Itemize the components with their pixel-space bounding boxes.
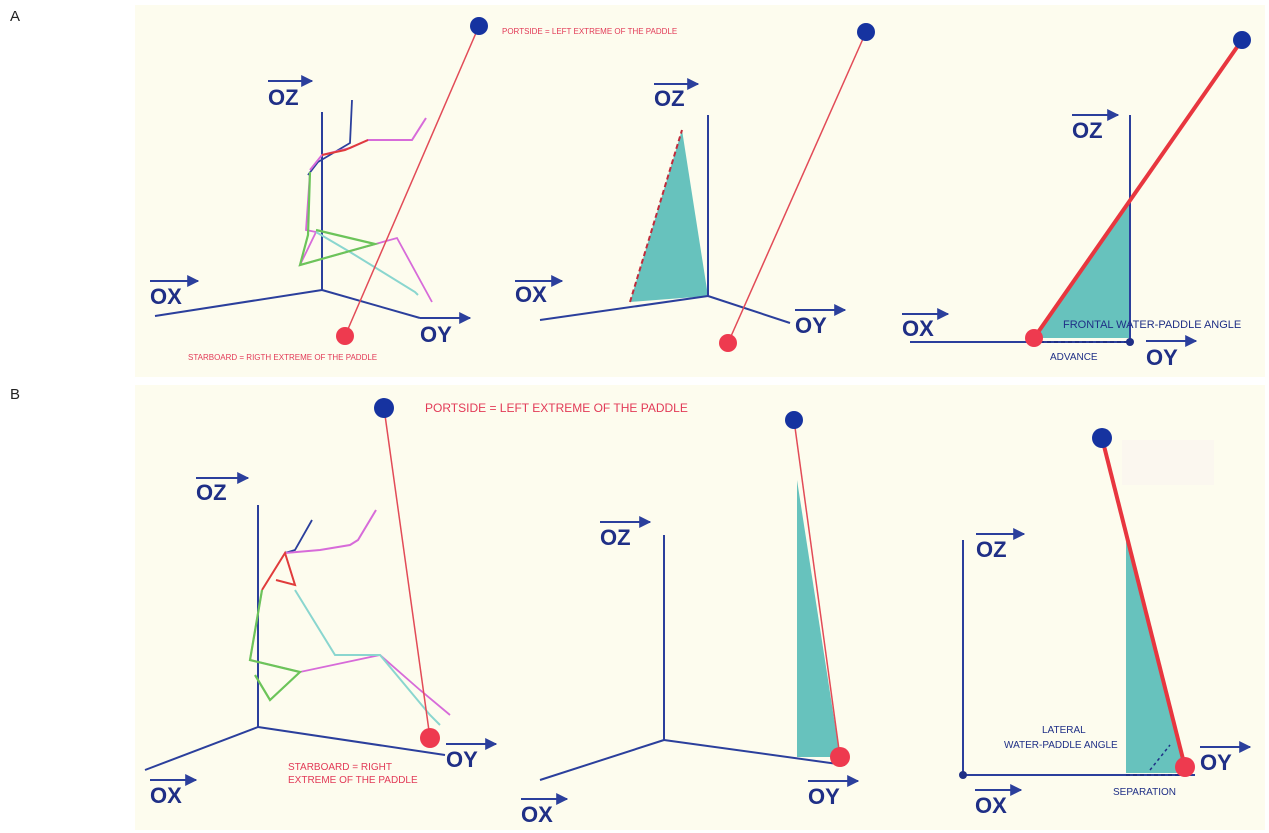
portside-marker [857, 23, 875, 41]
lateral-angle-label-line1: LATERAL [1042, 725, 1086, 736]
panel-b-subfigure-2: OZ OX OY [521, 411, 860, 827]
stick-leg-green [248, 589, 303, 702]
smudge [1122, 440, 1214, 485]
oz-axis-label: OZ [196, 480, 227, 505]
ox-axis-label: OX [515, 282, 547, 307]
oy-axis-line [321, 289, 421, 319]
panel-b-subfigure-1: OZ OX OY PORTSIDE = LEFT EXTREME OF THE … [144, 398, 688, 808]
starboard-label-line1: STARBOARD = RIGHT [288, 762, 392, 773]
panel-a-subfigure-2: OZ OX OY [515, 23, 875, 352]
ox-axis-label: OX [150, 284, 182, 309]
oy-axis-label: OY [420, 322, 452, 347]
shaded-area [797, 480, 840, 757]
stick-leg-green [298, 171, 380, 267]
oy-axis-line [663, 739, 846, 766]
oz-axis-label: OZ [268, 85, 299, 110]
ox-axis-label: OX [150, 783, 182, 808]
ox-axis-line [154, 289, 323, 317]
oz-axis-label: OZ [654, 86, 685, 111]
oy-axis-label: OY [1200, 750, 1232, 775]
panel-label-b: B [10, 386, 21, 403]
origin-dot [1126, 338, 1134, 346]
origin-dot [959, 771, 967, 779]
paddle-line [727, 31, 867, 344]
portside-marker [785, 411, 803, 429]
panel-a: OZ OX OY PORTSIDE = LEFT EXTREME OF THE … [150, 17, 1251, 370]
lateral-angle-label-line2: WATER-PADDLE ANGLE [1004, 740, 1118, 751]
paddle-line [793, 419, 841, 758]
stick-leg-cyan [294, 589, 441, 726]
oy-axis-label: OY [808, 784, 840, 809]
ox-axis-label: OX [521, 802, 553, 827]
paddle-line [344, 25, 480, 337]
separation-label: SEPARATION [1113, 787, 1176, 798]
panel-b: OZ OX OY PORTSIDE = LEFT EXTREME OF THE … [144, 398, 1252, 827]
angle-arc [1149, 744, 1171, 771]
shaded-area [630, 130, 708, 302]
portside-marker [470, 17, 488, 35]
dashed-projection [629, 129, 683, 303]
panel-a-subfigure-3: OZ OX OY FRONTAL WATER-PADDLE ANGLE ADVA… [902, 31, 1251, 370]
ox-axis-line [539, 739, 665, 781]
starboard-marker [830, 747, 850, 767]
portside-label: PORTSIDE = LEFT EXTREME OF THE PADDLE [502, 27, 677, 36]
portside-marker [374, 398, 394, 418]
starboard-label-line2: EXTREME OF THE PADDLE [288, 775, 418, 786]
oy-axis-label: OY [1146, 345, 1178, 370]
oy-axis-line [257, 726, 446, 756]
starboard-label: STARBOARD = RIGTH EXTREME OF THE PADDLE [188, 353, 377, 362]
starboard-marker [719, 334, 737, 352]
starboard-marker [1175, 757, 1195, 777]
oy-axis-line [707, 295, 791, 324]
panel-label-a: A [10, 8, 21, 25]
starboard-marker [336, 327, 354, 345]
oy-axis-label: OY [446, 747, 478, 772]
starboard-marker [1025, 329, 1043, 347]
stick-arm-red [261, 550, 297, 591]
portside-label: PORTSIDE = LEFT EXTREME OF THE PADDLE [425, 401, 688, 415]
ox-axis-line [144, 726, 259, 771]
oz-axis-label: OZ [600, 525, 631, 550]
panel-b-background [135, 385, 1265, 830]
stick-arm-red [321, 139, 369, 156]
starboard-marker [420, 728, 440, 748]
panel-b-subfigure-3: OZ OX OY LATERAL WATER-PADDLE ANGLE SEPA… [959, 428, 1252, 818]
portside-marker [1092, 428, 1112, 448]
paddle-line [1032, 38, 1244, 340]
portside-marker [1233, 31, 1251, 49]
advance-label: ADVANCE [1050, 352, 1098, 363]
frontal-angle-label: FRONTAL WATER-PADDLE ANGLE [1063, 319, 1241, 331]
panel-a-subfigure-1: OZ OX OY PORTSIDE = LEFT EXTREME OF THE … [150, 17, 677, 362]
ox-axis-label: OX [975, 793, 1007, 818]
paddle-line [1100, 437, 1187, 768]
stick-arm-magenta-upper [284, 509, 377, 554]
stick-leg-cyan [315, 231, 419, 296]
oy-axis-label: OY [795, 313, 827, 338]
ox-axis-line [539, 295, 709, 321]
oz-axis-label: OZ [976, 537, 1007, 562]
oz-axis-label: OZ [1072, 118, 1103, 143]
paddle-line [383, 407, 431, 739]
ox-axis-label: OX [902, 316, 934, 341]
